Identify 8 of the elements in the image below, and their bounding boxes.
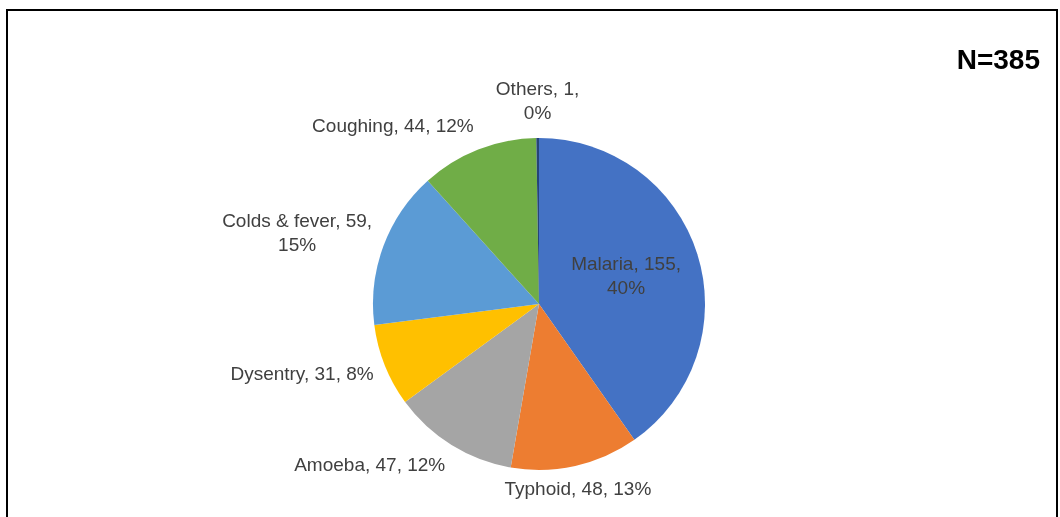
slice-label: Dysentry, 31, 8% xyxy=(230,362,374,384)
slice-label: Others, 1, 0% xyxy=(495,78,580,124)
slice-label: Typhoid, 48, 13% xyxy=(504,477,652,499)
text: N=385 xyxy=(956,44,1040,75)
slice-label: Coughing, 44, 12% xyxy=(312,115,474,137)
slice-label: Colds & fever, 59, 15% xyxy=(222,210,373,256)
slice-label: Amoeba, 47, 12% xyxy=(294,453,446,475)
slice-label: Malaria, 155, 40% xyxy=(571,252,681,298)
